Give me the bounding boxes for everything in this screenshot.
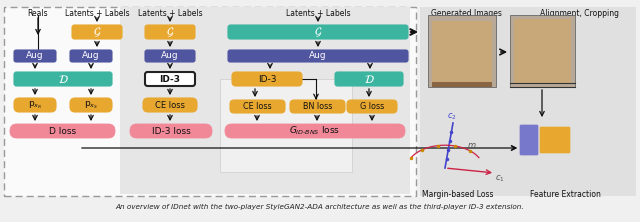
Bar [420,7,636,196]
FancyBboxPatch shape [145,25,195,39]
FancyBboxPatch shape [130,124,212,138]
Text: CE loss: CE loss [155,101,185,109]
FancyBboxPatch shape [145,50,195,62]
Text: $\mathrm{p}_{x_R}$: $\mathrm{p}_{x_R}$ [28,99,42,111]
Text: $\mathcal{G}$: $\mathcal{G}$ [93,25,101,39]
FancyBboxPatch shape [347,100,397,113]
FancyBboxPatch shape [230,100,285,113]
Text: Latents + Labels: Latents + Labels [65,9,129,18]
FancyBboxPatch shape [225,124,405,138]
FancyBboxPatch shape [228,50,408,62]
Text: Aug: Aug [161,52,179,61]
Text: $c_1$: $c_1$ [495,173,505,184]
FancyBboxPatch shape [14,50,56,62]
Text: D loss: D loss [49,127,76,135]
Text: Latents + Labels: Latents + Labels [285,9,350,18]
Text: Aug: Aug [309,52,327,61]
Text: G loss: G loss [360,102,384,111]
Text: $\mathcal{G}$: $\mathcal{G}$ [166,25,174,39]
FancyBboxPatch shape [220,79,352,172]
Text: $\mathrm{p}_{x_S}$: $\mathrm{p}_{x_S}$ [84,99,98,111]
FancyBboxPatch shape [10,124,115,138]
Text: CE loss: CE loss [243,102,272,111]
Bar [432,82,492,87]
Text: $\mathcal{D}$: $\mathcal{D}$ [58,73,68,85]
Bar [4,7,416,196]
Text: ID-3: ID-3 [258,75,276,83]
Text: $\mathcal{G}$: $\mathcal{G}$ [314,25,322,39]
Text: Reals: Reals [28,9,48,18]
FancyBboxPatch shape [120,7,410,194]
FancyBboxPatch shape [14,72,112,86]
Text: $m$: $m$ [467,141,477,150]
Text: $\mathcal{D}$: $\mathcal{D}$ [364,73,374,85]
Text: $G_{ID\text{-}BNS}$ loss: $G_{ID\text{-}BNS}$ loss [289,125,340,137]
FancyBboxPatch shape [70,98,112,112]
Text: Latents + Labels: Latents + Labels [138,9,202,18]
FancyBboxPatch shape [70,50,112,62]
FancyBboxPatch shape [72,25,122,39]
Text: Margin-based Loss: Margin-based Loss [422,190,493,199]
FancyBboxPatch shape [335,72,403,86]
FancyBboxPatch shape [520,125,538,155]
Bar [432,21,492,83]
Text: Aug: Aug [82,52,100,61]
Text: Feature Extraction: Feature Extraction [529,190,600,199]
Text: An overview of IDnet with the two-player StyleGAN2-ADA architecture as well as t: An overview of IDnet with the two-player… [116,204,524,210]
FancyBboxPatch shape [232,72,302,86]
FancyBboxPatch shape [145,72,195,86]
Bar [514,19,571,83]
Text: ID-3 loss: ID-3 loss [152,127,190,135]
Text: BN loss: BN loss [303,102,332,111]
Text: Aug: Aug [26,52,44,61]
Text: Alignment, Cropping: Alignment, Cropping [541,9,620,18]
FancyBboxPatch shape [143,98,197,112]
Text: Generated Images: Generated Images [431,9,501,18]
Text: ID-3: ID-3 [159,75,180,83]
FancyBboxPatch shape [290,100,345,113]
Text: $c_2$: $c_2$ [447,111,457,121]
Bar [428,15,496,87]
Bar [510,15,575,87]
FancyBboxPatch shape [14,98,56,112]
FancyBboxPatch shape [540,127,570,153]
FancyBboxPatch shape [228,25,408,39]
